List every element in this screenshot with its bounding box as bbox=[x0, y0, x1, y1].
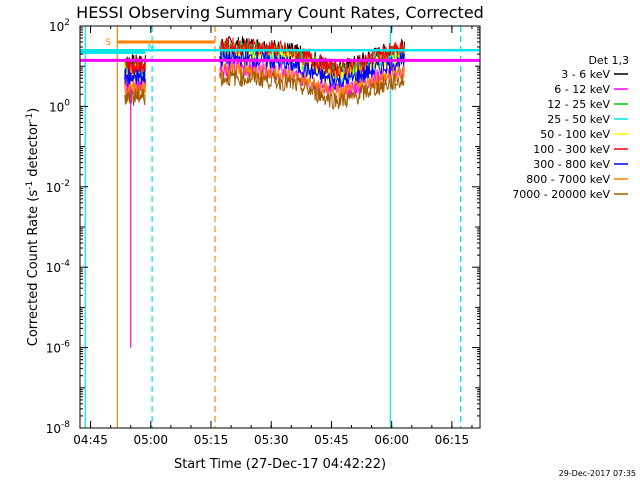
y-tick-label: 10-4 bbox=[46, 259, 71, 275]
y-tick-label: 10-8 bbox=[46, 420, 71, 436]
y-tick-label: 102 bbox=[49, 18, 70, 34]
x-tick-label: 05:00 bbox=[133, 433, 168, 447]
series-trace bbox=[219, 48, 405, 91]
y-tick-label: 100 bbox=[49, 98, 70, 114]
legend-label: 50 - 100 keV bbox=[540, 128, 610, 141]
legend-label: 25 - 50 keV bbox=[547, 113, 610, 126]
series-trace bbox=[219, 69, 405, 110]
saa-label: S bbox=[105, 38, 111, 48]
series-trace bbox=[124, 87, 146, 107]
night-label: N bbox=[147, 43, 154, 53]
legend-label: 3 - 6 keV bbox=[561, 68, 610, 81]
series-trace bbox=[124, 67, 146, 86]
legend-label: 6 - 12 keV bbox=[554, 83, 610, 96]
x-tick-label: 06:00 bbox=[374, 433, 409, 447]
x-tick-label: 04:45 bbox=[73, 433, 108, 447]
y-tick-label: 10-6 bbox=[46, 340, 71, 356]
legend: Det 1,3 3 - 6 keV 6 - 12 keV 12 - 25 keV 25… bbox=[512, 54, 629, 201]
series-300to800keV bbox=[124, 48, 405, 91]
legend-label: 300 - 800 keV bbox=[533, 158, 610, 171]
x-tick-label: 06:15 bbox=[435, 433, 470, 447]
y-axis-label: Corrected Count Rate (s-1 detector-1) bbox=[25, 108, 41, 346]
legend-label: 800 - 7000 keV bbox=[526, 173, 610, 186]
legend-label: 12 - 25 keV bbox=[547, 98, 610, 111]
x-tick-label: 05:30 bbox=[254, 433, 289, 447]
footer-date: 29-Dec-2017 07:35 bbox=[559, 469, 636, 478]
series-7000to20000keV bbox=[124, 69, 405, 110]
legend-title: Det 1,3 bbox=[588, 54, 629, 67]
legend-label: 100 - 300 keV bbox=[533, 143, 610, 156]
x-axis-label: Start Time (27-Dec-17 04:42:22) bbox=[174, 457, 386, 472]
x-tick-label: 05:45 bbox=[314, 433, 349, 447]
y-axis: 102 100 10-2 10-4 10-6 10-8 bbox=[46, 18, 480, 436]
y-tick-label: 10-2 bbox=[46, 179, 70, 195]
chart-title: HESSI Observing Summary Count Rates, Cor… bbox=[76, 3, 484, 22]
plot-area: SN bbox=[80, 26, 480, 428]
legend-label: 7000 - 20000 keV bbox=[512, 188, 610, 201]
x-axis: 04:45 05:00 05:15 05:30 05:45 06:00 06:15 bbox=[73, 26, 473, 447]
x-tick-label: 05:15 bbox=[194, 433, 229, 447]
